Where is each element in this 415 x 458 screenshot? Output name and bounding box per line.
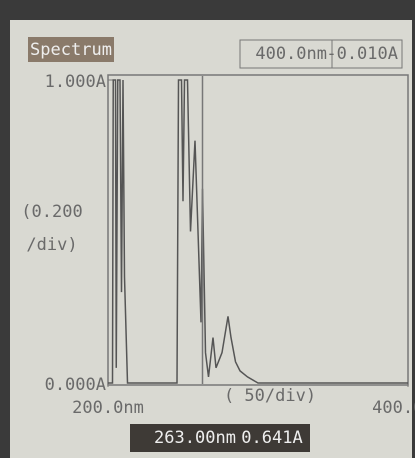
x-tick-label: 200.0nm [72,398,144,418]
y-tick-label: 0.000A [45,375,106,395]
y-axis-label: /div) [26,235,77,255]
screen: Spectrum 400.0nm -0.010A (0.200 /div) ( … [0,0,415,458]
readout-wavelength: 263.00nm [154,428,236,448]
x-tick-label: 400.0nm [372,398,415,418]
header-absorbance: -0.010A [326,44,398,64]
y-axis-label: (0.200 [21,202,82,222]
page: Spectrum 400.0nm -0.010A (0.200 /div) ( … [0,0,415,458]
title: Spectrum [30,40,112,60]
readout-absorbance: 0.641A [241,428,302,448]
x-axis-label: ( 50/div) [224,386,316,406]
header-wavelength: 400.0nm [255,44,327,64]
y-tick-label: 1.000A [45,72,106,92]
